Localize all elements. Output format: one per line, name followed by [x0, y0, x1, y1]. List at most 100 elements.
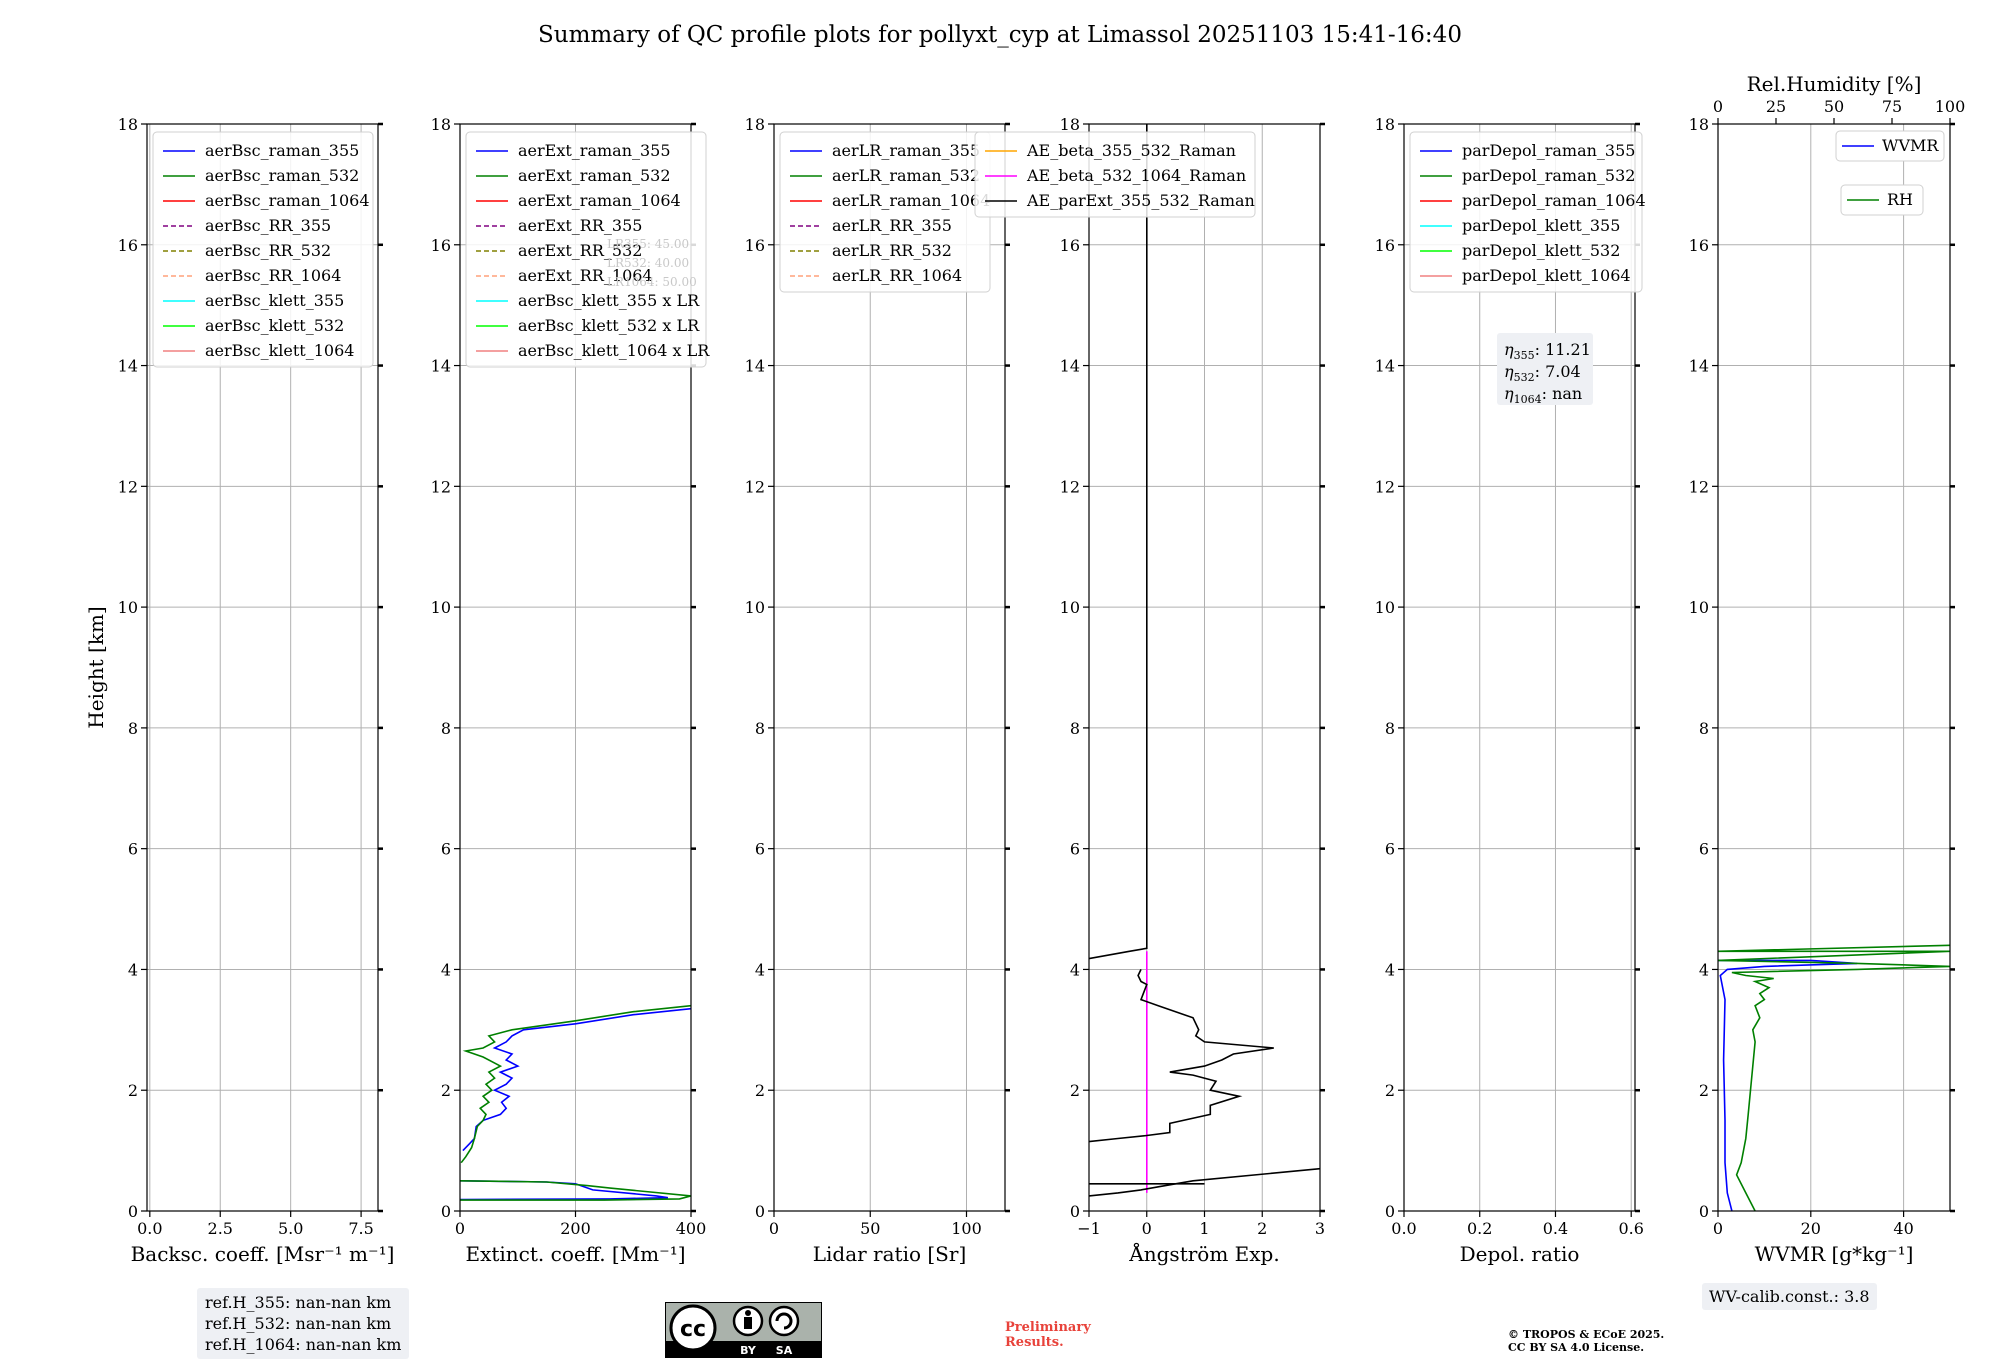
wv-calibration-box: WV-calib.const.: 3.8	[1702, 1283, 1877, 1310]
x-tick-label: 0	[769, 1219, 779, 1238]
legend-label: aerBsc_klett_1064 x LR	[518, 341, 710, 360]
x-axis-label: WVMR [g*kg⁻¹]	[1755, 1242, 1914, 1266]
legend-label: aerBsc_klett_532	[205, 316, 344, 335]
y-tick-label: 18	[1060, 115, 1080, 134]
y-tick-label: 14	[1689, 357, 1709, 376]
y-tick-label: 4	[1385, 960, 1395, 979]
series-aerExt_raman_532	[460, 1004, 691, 1164]
x-tick-label: 100	[951, 1219, 982, 1238]
cc-icon	[669, 1304, 717, 1352]
x-tick-label: 200	[560, 1219, 591, 1238]
legend-label: parDepol_klett_1064	[1462, 266, 1631, 285]
svg-text:BY: BY	[740, 1344, 757, 1357]
y-tick-label: 0	[755, 1202, 765, 1221]
y-tick-label: 2	[441, 1081, 451, 1100]
y-tick-label: 8	[128, 719, 138, 738]
x-tick-label: 0.0	[137, 1219, 162, 1238]
y-tick-label: 0	[441, 1202, 451, 1221]
legend-label: aerBsc_raman_1064	[205, 191, 370, 210]
y-tick-label: 16	[431, 236, 451, 255]
series-aerExt_raman_355	[462, 1007, 691, 1152]
y-tick-label: 2	[1699, 1081, 1709, 1100]
sa-icon	[768, 1305, 800, 1337]
axes-frame	[1403, 123, 1636, 1212]
x2-tick-label: 100	[1935, 97, 1966, 116]
y-tick-label: 6	[1070, 840, 1080, 859]
x-tick-label: 0	[455, 1219, 465, 1238]
y-tick-label: 18	[431, 115, 451, 134]
legend-label: aerBsc_klett_1064	[205, 341, 354, 360]
legend-label: parDepol_raman_355	[1462, 141, 1635, 160]
y-tick-label: 16	[1060, 236, 1080, 255]
legend-box	[974, 131, 1256, 218]
panel-3: 0 2 4 6 8 10 12 14 16 18 0 50 100 Lidar ratio [Sr] aer…	[745, 115, 1010, 1266]
legend-label: aerLR_raman_532	[832, 166, 980, 185]
legend-label: aerBsc_RR_1064	[205, 266, 341, 285]
legend-label: AE_beta_355_532_Raman	[1026, 141, 1236, 160]
y-tick-label: 8	[1070, 719, 1080, 738]
lr-note: LR532: 40.00	[607, 256, 689, 270]
legend-label: aerBsc_RR_532	[205, 241, 331, 260]
legend-label: aerBsc_klett_532 x LR	[518, 316, 700, 335]
x-axis-label: Lidar ratio [Sr]	[813, 1242, 967, 1266]
y-tick-label: 8	[1385, 719, 1395, 738]
axes-frame	[146, 123, 379, 1212]
x-tick-label: 0.0	[1391, 1219, 1416, 1238]
y-axis-label: Height [km]	[84, 606, 108, 728]
legend-label: aerBsc_klett_355	[205, 291, 344, 310]
y-tick-label: 14	[745, 357, 765, 376]
y-tick-label: 14	[431, 357, 451, 376]
x-tick-label: 20	[1801, 1219, 1821, 1238]
legend-label: parDepol_klett_355	[1462, 216, 1620, 235]
x-tick-label: 7.5	[348, 1219, 373, 1238]
legend-box	[1840, 184, 1924, 216]
y-tick-label: 18	[1689, 115, 1709, 134]
eta-box	[1497, 333, 1593, 405]
lr-note: LR1064: 50.00	[607, 275, 697, 289]
preliminary-note: Preliminary Results.	[1005, 1320, 1091, 1350]
series-AE_parExt_355_532_Raman_mid	[1089, 969, 1274, 1143]
y-tick-label: 0	[1385, 1202, 1395, 1221]
legend-label: parDepol_raman_1064	[1462, 191, 1646, 210]
x-tick-label: −1	[1077, 1219, 1101, 1238]
y-tick-label: 0	[128, 1202, 138, 1221]
y-tick-label: 18	[118, 115, 138, 134]
series-WVMR	[1718, 959, 1858, 1211]
y-tick-label: 12	[1689, 477, 1709, 496]
figure-title: Summary of QC profile plots for pollyxt_…	[538, 22, 1462, 48]
y-tick-label: 4	[1070, 960, 1080, 979]
x-axis-label: Ångström Exp.	[1128, 1241, 1279, 1266]
legend-box	[465, 131, 707, 368]
legend-label: aerExt_raman_532	[518, 166, 671, 185]
legend-label: parDepol_klett_532	[1462, 241, 1620, 260]
x-tick-label: 1	[1199, 1219, 1209, 1238]
panel-1: 0 2 4 6 8 10 12 14 16 18 0.0 2.5 5.0 7.5 Backsc. coeff…	[84, 115, 394, 1266]
svg-text:SA: SA	[776, 1344, 793, 1357]
legend-label: WVMR	[1882, 136, 1939, 155]
legend-label: aerBsc_RR_355	[205, 216, 331, 235]
y-tick-label: 10	[1375, 598, 1395, 617]
y-tick-label: 16	[745, 236, 765, 255]
panel-2: 0 2 4 6 8 10 12 14 16 18 0 200 400 Extinct. coeff. [M…	[431, 115, 711, 1266]
cc-by-sa-badge: cc BY SA	[665, 1302, 822, 1358]
y-tick-label: 2	[128, 1081, 138, 1100]
series-AE_parExt_355_532_Raman_low	[1089, 1167, 1320, 1197]
copyright-note: © TROPOS & ECoE 2025. CC BY SA 4.0 Licen…	[1508, 1328, 1665, 1354]
series-aerExt_raman_532_low	[460, 1180, 691, 1201]
y-tick-label: 10	[118, 598, 138, 617]
legend-box	[1409, 131, 1643, 293]
legend-label: AE_parExt_355_532_Raman	[1026, 191, 1255, 210]
legend-label: aerLR_RR_1064	[832, 266, 962, 285]
x-tick-label: 40	[1893, 1219, 1913, 1238]
x-tick-label: 400	[676, 1219, 707, 1238]
x-tick-label: 3	[1315, 1219, 1325, 1238]
x-tick-label: 0.6	[1618, 1219, 1643, 1238]
y-tick-label: 16	[1689, 236, 1709, 255]
x-tick-label: 2	[1257, 1219, 1267, 1238]
y-tick-label: 2	[755, 1081, 765, 1100]
y-tick-label: 12	[745, 477, 765, 496]
x-tick-label: 5.0	[278, 1219, 303, 1238]
y-tick-label: 12	[1375, 477, 1395, 496]
